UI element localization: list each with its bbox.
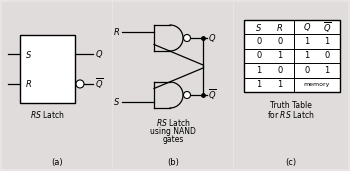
Text: 1: 1 (304, 37, 309, 46)
Text: $S$: $S$ (113, 96, 120, 107)
Text: $RS$ Latch: $RS$ Latch (155, 116, 190, 128)
Text: $Q$: $Q$ (208, 32, 216, 44)
Text: (a): (a) (51, 157, 63, 167)
Text: 0: 0 (256, 51, 262, 61)
Bar (234, 2, 348, 169)
Text: $R$: $R$ (113, 26, 120, 37)
Text: $R$: $R$ (276, 22, 284, 33)
Text: memory: memory (304, 82, 330, 87)
Circle shape (183, 91, 190, 98)
Text: 1: 1 (256, 66, 262, 75)
Text: 0: 0 (256, 37, 262, 46)
Text: (b): (b) (167, 157, 179, 167)
Text: gates: gates (162, 135, 184, 144)
Text: 0: 0 (304, 66, 309, 75)
Text: $\overline{Q}$: $\overline{Q}$ (323, 20, 331, 35)
Text: 0: 0 (277, 37, 283, 46)
Text: 1: 1 (324, 37, 330, 46)
Text: for $RS$ Latch: for $RS$ Latch (267, 109, 315, 121)
Text: $RS$ Latch: $RS$ Latch (30, 109, 65, 121)
Circle shape (76, 80, 84, 88)
Text: $\overline{Q}$: $\overline{Q}$ (95, 76, 104, 91)
Text: $S$: $S$ (256, 22, 262, 33)
Text: 1: 1 (256, 80, 262, 89)
Text: 0: 0 (277, 66, 283, 75)
Text: 1: 1 (277, 80, 283, 89)
Text: (c): (c) (286, 157, 296, 167)
Text: $S$: $S$ (25, 49, 32, 60)
Text: 1: 1 (304, 51, 309, 61)
Text: using NAND: using NAND (150, 127, 196, 135)
Circle shape (183, 35, 190, 42)
Text: $R$: $R$ (25, 78, 32, 89)
Bar (113, 2, 233, 169)
Text: Truth Table: Truth Table (270, 102, 312, 110)
Bar (20, 35, 75, 103)
Text: 0: 0 (324, 51, 330, 61)
Bar (244, 20, 340, 92)
Text: 1: 1 (324, 66, 330, 75)
Text: $Q$: $Q$ (303, 21, 311, 33)
Text: $Q$: $Q$ (95, 48, 103, 60)
Text: 1: 1 (277, 51, 283, 61)
Text: $\overline{Q}$: $\overline{Q}$ (208, 88, 216, 102)
Bar (2, 2, 112, 169)
